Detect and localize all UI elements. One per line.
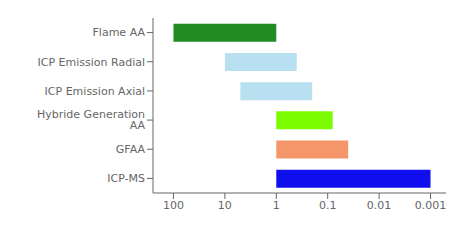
- svg-text:ICP Emission Radial: ICP Emission Radial: [38, 56, 145, 69]
- svg-text:Flame AA: Flame AA: [93, 26, 146, 39]
- svg-text:GFAA: GFAA: [116, 143, 146, 156]
- svg-text:ICP-MS: ICP-MS: [107, 172, 145, 185]
- svg-text:0.001: 0.001: [415, 199, 447, 212]
- svg-text:10: 10: [218, 199, 232, 212]
- svg-text:100: 100: [163, 199, 184, 212]
- svg-text:0.1: 0.1: [319, 199, 337, 212]
- svg-text:ICP Emission Axial: ICP Emission Axial: [45, 85, 145, 98]
- svg-text:1: 1: [273, 199, 280, 212]
- svg-text:0.01: 0.01: [367, 199, 392, 212]
- svg-text:Hybride GenerationAA: Hybride GenerationAA: [37, 108, 145, 132]
